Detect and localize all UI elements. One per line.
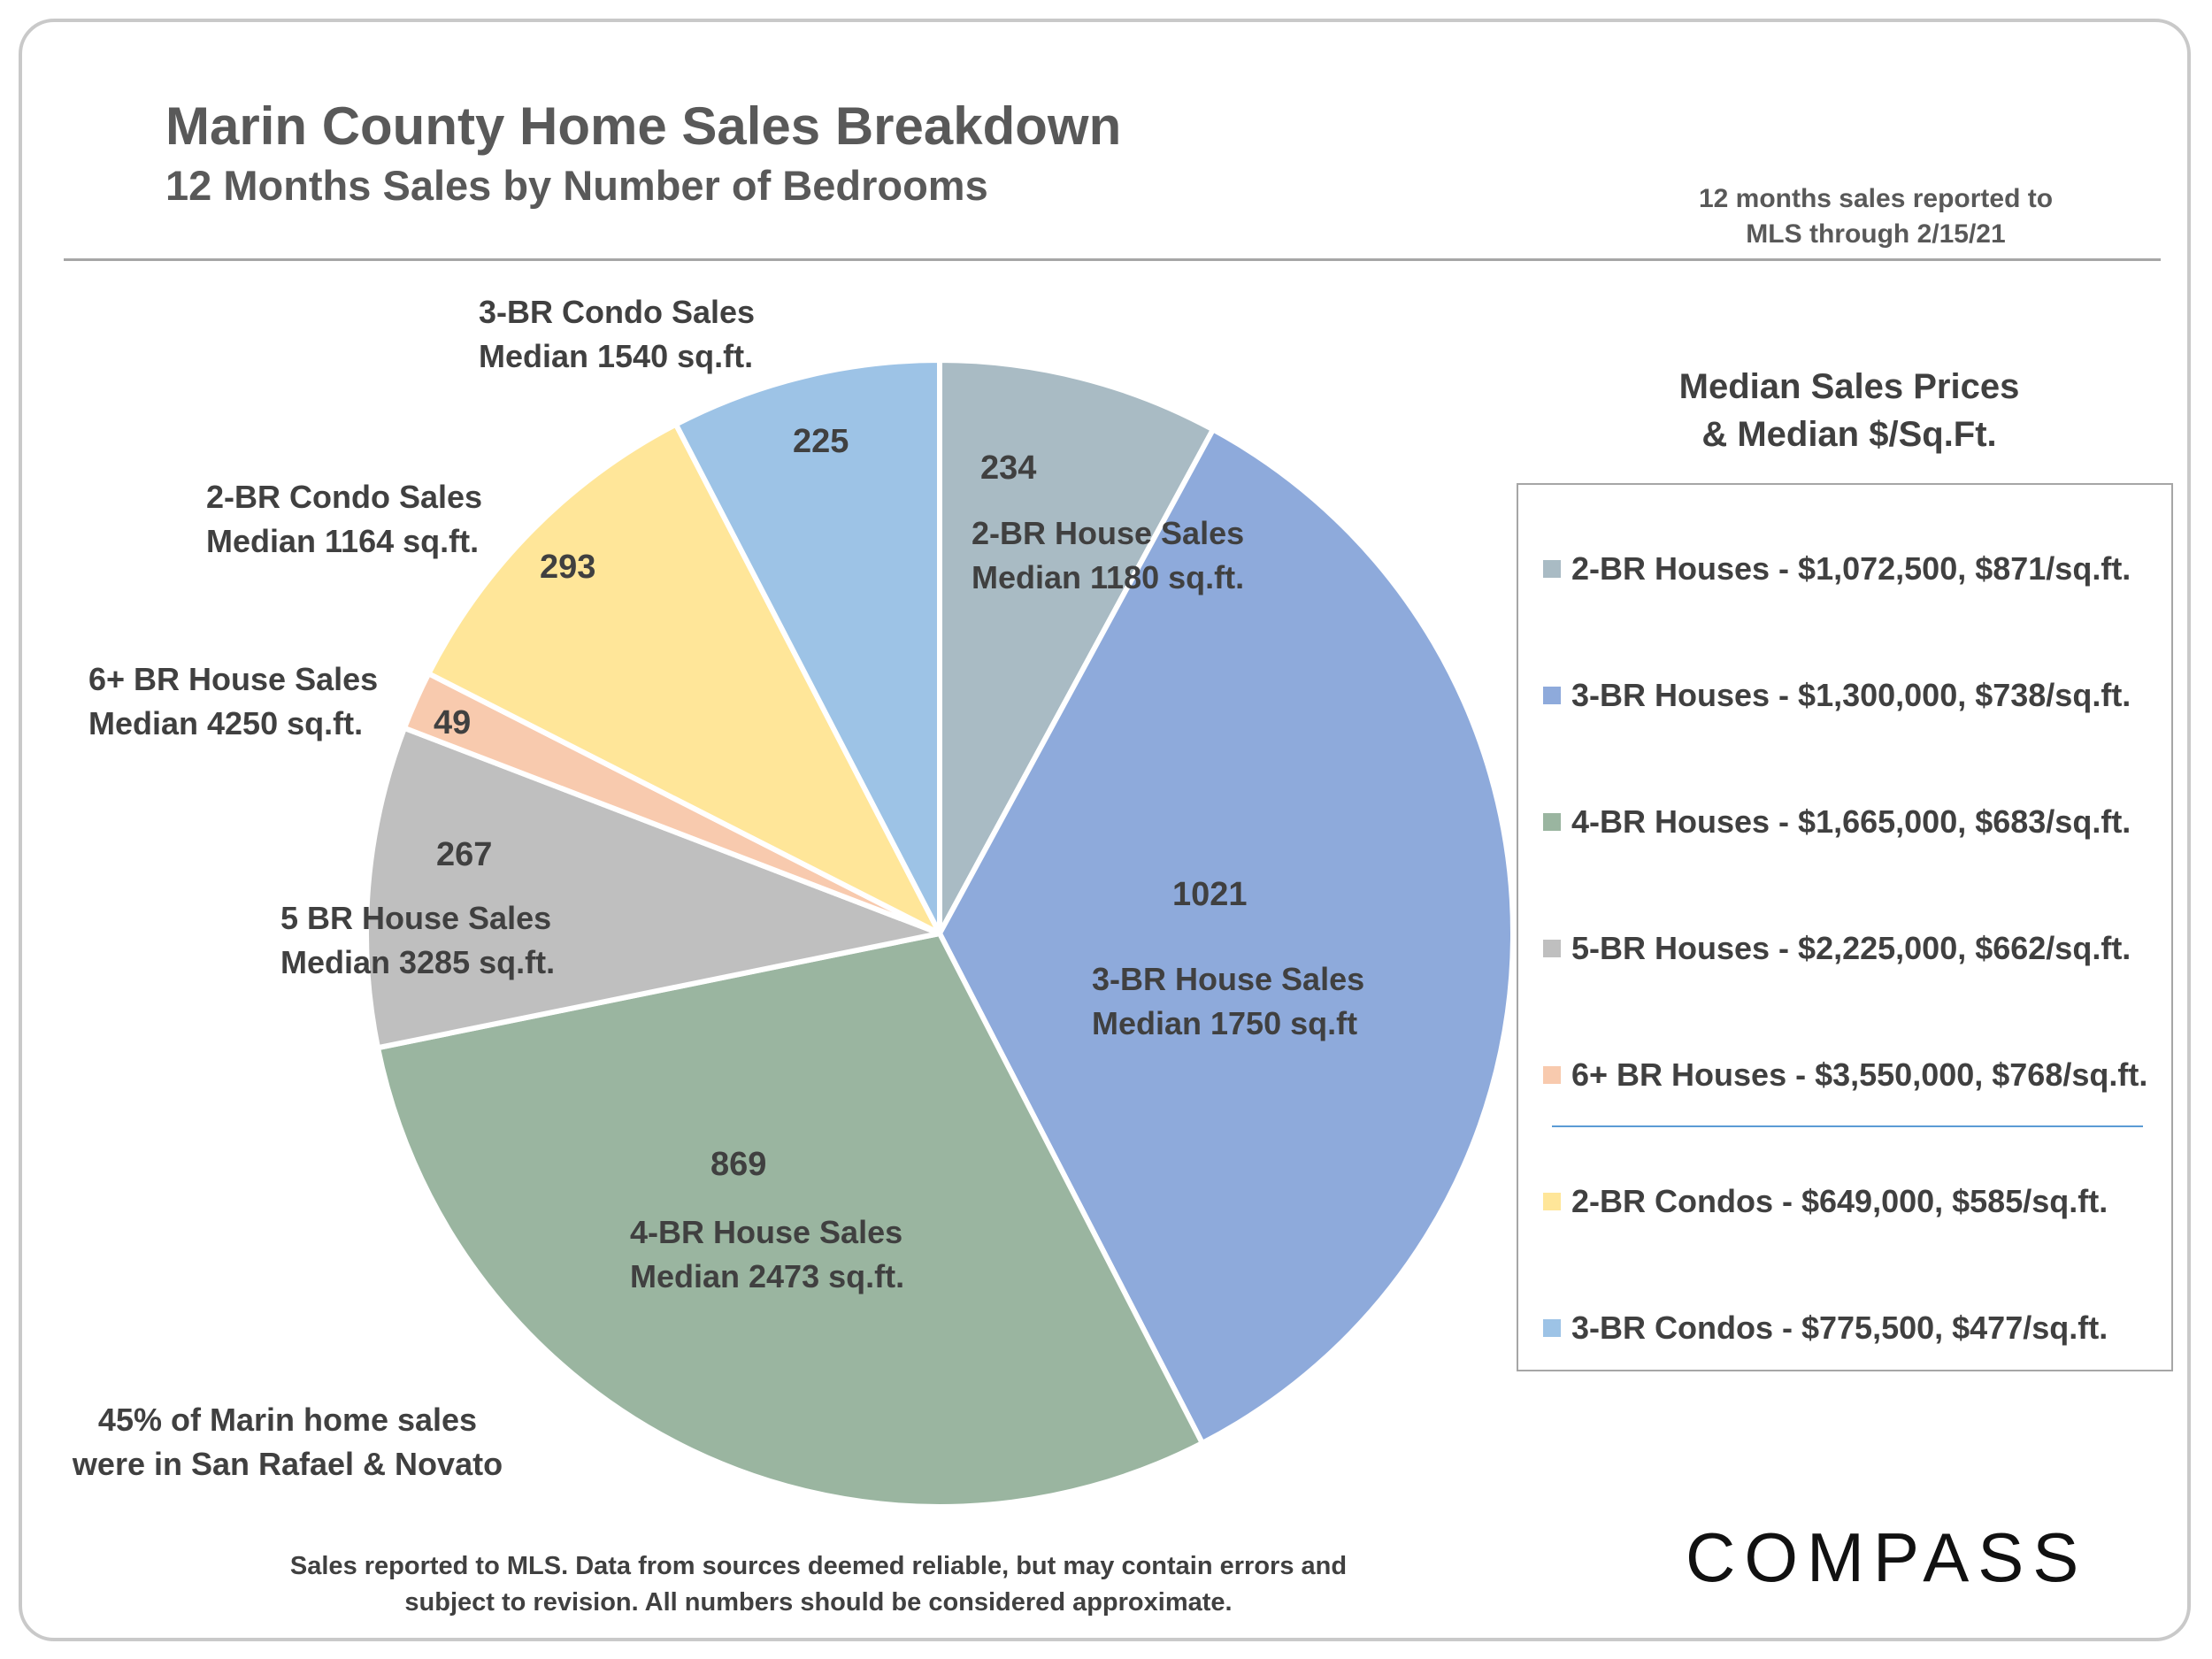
slice-label-2br-house-line1: 2-BR House Sales (972, 515, 1245, 551)
slice-label-2br-house-line2: Median 1180 sq.ft. (972, 559, 1245, 595)
data-period-note-line1: 12 months sales reported to (1698, 184, 2054, 213)
slice-label-6br-house-line1: 6+ BR House Sales (88, 661, 379, 697)
slice-label-6br-house-line2: Median 4250 sq.ft. (88, 705, 364, 741)
pie-slice-br2-house (937, 357, 1216, 936)
slice-label-3br-house: 3-BR House Sales Median 1750 sq.ft (1092, 957, 1364, 1046)
legend-title: Median Sales Prices & Median $/Sq.Ft. (1540, 363, 2159, 458)
chart-subtitle: 12 Months Sales by Number of Bedrooms (165, 162, 988, 209)
legend-item-3br-condos: 3-BR Condos - $775,500, $477/sq.ft. (1543, 1306, 2108, 1350)
area-note: 45% of Marin home sales were in San Rafa… (58, 1398, 518, 1486)
legend-item-2br-condos: 2-BR Condos - $649,000, $585/sq.ft. (1543, 1179, 2108, 1224)
legend-item-6br-houses: 6+ BR Houses - $3,550,000, $768/sq.ft. (1543, 1053, 2147, 1097)
slice-value-5br-house: 267 (436, 836, 493, 873)
slice-value-2br-condo: 293 (540, 549, 596, 586)
pie-slice-br3-condo (672, 357, 942, 936)
data-period-note-line2: MLS through 2/15/21 (1746, 219, 2006, 249)
area-note-line1: 45% of Marin home sales (97, 1402, 478, 1438)
legend-swatch (1543, 940, 1561, 957)
legend-item-text: 4-BR Houses - $1,665,000, $683/sq.ft. (1571, 803, 2131, 840)
slice-label-4br-house: 4-BR House Sales Median 2473 sq.ft. (630, 1210, 904, 1299)
legend-item-text: 2-BR Condos - $649,000, $585/sq.ft. (1571, 1183, 2108, 1219)
legend-item-3br-houses: 3-BR Houses - $1,300,000, $738/sq.ft. (1543, 673, 2131, 718)
slice-label-3br-condo-line1: 3-BR Condo Sales (479, 294, 756, 330)
legend-swatch (1543, 1193, 1561, 1210)
header-divider (64, 258, 2161, 261)
pie-slice-br3-house (937, 426, 1516, 1447)
slice-label-2br-condo-line1: 2-BR Condo Sales (206, 479, 483, 515)
disclaimer-line2: subject to revision. All numbers should … (404, 1588, 1233, 1617)
slice-value-3br-condo: 225 (793, 423, 849, 460)
legend-swatch (1543, 1319, 1561, 1337)
area-note-line2: were in San Rafael & Novato (72, 1446, 503, 1482)
slice-label-3br-house-line1: 3-BR House Sales (1092, 961, 1365, 997)
pie-slice-br2-condo (426, 421, 942, 936)
legend: 2-BR Houses - $1,072,500, $871/sq.ft. 3-… (1517, 483, 2173, 1371)
disclaimer-line1: Sales reported to MLS. Data from sources… (289, 1552, 1348, 1580)
legend-item-5br-houses: 5-BR Houses - $2,225,000, $662/sq.ft. (1543, 926, 2131, 971)
legend-item-4br-houses: 4-BR Houses - $1,665,000, $683/sq.ft. (1543, 800, 2131, 844)
slice-label-6br-house: 6+ BR House Sales Median 4250 sq.ft. (88, 657, 378, 746)
slice-label-5br-house-line2: Median 3285 sq.ft. (280, 944, 556, 980)
chart-title: Marin County Home Sales Breakdown (165, 96, 1122, 156)
legend-item-text: 3-BR Condos - $775,500, $477/sq.ft. (1571, 1310, 2108, 1346)
compass-logo: COMPASS (1686, 1518, 2088, 1596)
slice-label-4br-house-line1: 4-BR House Sales (630, 1214, 903, 1250)
slice-label-2br-house: 2-BR House Sales Median 1180 sq.ft. (972, 511, 1244, 600)
pie-slice-br5-house (364, 725, 942, 1051)
legend-item-text: 5-BR Houses - $2,225,000, $662/sq.ft. (1571, 930, 2131, 966)
slice-value-3br-house: 1021 (1172, 876, 1248, 913)
data-period-note: 12 months sales reported to MLS through … (1646, 181, 2106, 252)
legend-swatch (1543, 1066, 1561, 1084)
slice-label-4br-house-line2: Median 2473 sq.ft. (630, 1258, 905, 1294)
pie-slice-br4-house (375, 931, 1205, 1509)
slice-value-6br-house: 49 (434, 704, 472, 741)
disclaimer: Sales reported to MLS. Data from sources… (221, 1548, 1416, 1621)
slice-value-2br-house: 234 (980, 449, 1037, 487)
legend-swatch (1543, 813, 1561, 831)
legend-separator (1552, 1125, 2143, 1127)
legend-item-text: 2-BR Houses - $1,072,500, $871/sq.ft. (1571, 550, 2131, 587)
legend-title-line1: Median Sales Prices (1678, 367, 2020, 406)
slice-label-2br-condo-line2: Median 1164 sq.ft. (206, 523, 480, 559)
legend-swatch (1543, 560, 1561, 578)
legend-swatch (1543, 687, 1561, 704)
legend-item-text: 6+ BR Houses - $3,550,000, $768/sq.ft. (1571, 1056, 2148, 1093)
slice-label-5br-house-line1: 5 BR House Sales (280, 900, 552, 936)
slice-label-2br-condo: 2-BR Condo Sales Median 1164 sq.ft. (206, 475, 482, 564)
slice-label-3br-condo: 3-BR Condo Sales Median 1540 sq.ft. (479, 290, 755, 379)
slice-label-3br-house-line2: Median 1750 sq.ft (1092, 1005, 1358, 1041)
slice-value-4br-house: 869 (710, 1146, 767, 1183)
legend-item-text: 3-BR Houses - $1,300,000, $738/sq.ft. (1571, 677, 2131, 713)
slice-label-3br-condo-line2: Median 1540 sq.ft. (479, 338, 754, 374)
legend-title-line2: & Median $/Sq.Ft. (1701, 415, 1997, 454)
legend-item-2br-houses: 2-BR Houses - $1,072,500, $871/sq.ft. (1543, 547, 2131, 591)
slice-label-5br-house: 5 BR House Sales Median 3285 sq.ft. (280, 896, 555, 985)
